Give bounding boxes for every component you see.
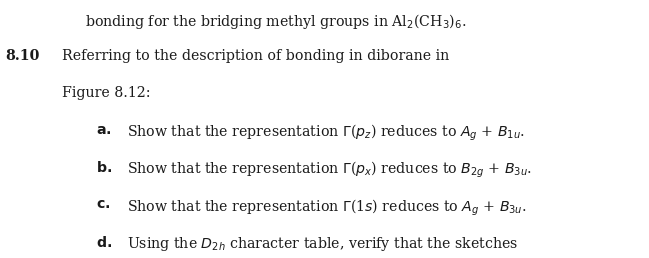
Text: Figure 8.12:: Figure 8.12: (62, 86, 151, 100)
Text: $\mathbf{b.}$: $\mathbf{b.}$ (96, 160, 112, 175)
Text: $\mathbf{d.}$: $\mathbf{d.}$ (96, 235, 112, 250)
Text: $\mathbf{a.}$: $\mathbf{a.}$ (96, 123, 112, 136)
Text: Show that the representation $\Gamma$(1$s$) reduces to $A_g$ + $B_{3u}$.: Show that the representation $\Gamma$(1$… (127, 197, 526, 218)
Text: Show that the representation $\Gamma$($p_x$) reduces to $B_{2g}$ + $B_{3u}$.: Show that the representation $\Gamma$($p… (127, 160, 532, 180)
Text: Show that the representation $\Gamma$($p_z$) reduces to $A_g$ + $B_{1u}$.: Show that the representation $\Gamma$($p… (127, 123, 524, 143)
Text: $\mathbf{c.}$: $\mathbf{c.}$ (96, 197, 110, 211)
Text: Referring to the description of bonding in diborane in: Referring to the description of bonding … (62, 49, 449, 63)
Text: 8.10: 8.10 (5, 49, 40, 63)
Text: Using the $D_{2h}$ character table, verify that the sketches: Using the $D_{2h}$ character table, veri… (127, 235, 518, 253)
Text: bonding for the bridging methyl groups in Al$_2$(CH$_3$)$_6$.: bonding for the bridging methyl groups i… (85, 12, 467, 31)
